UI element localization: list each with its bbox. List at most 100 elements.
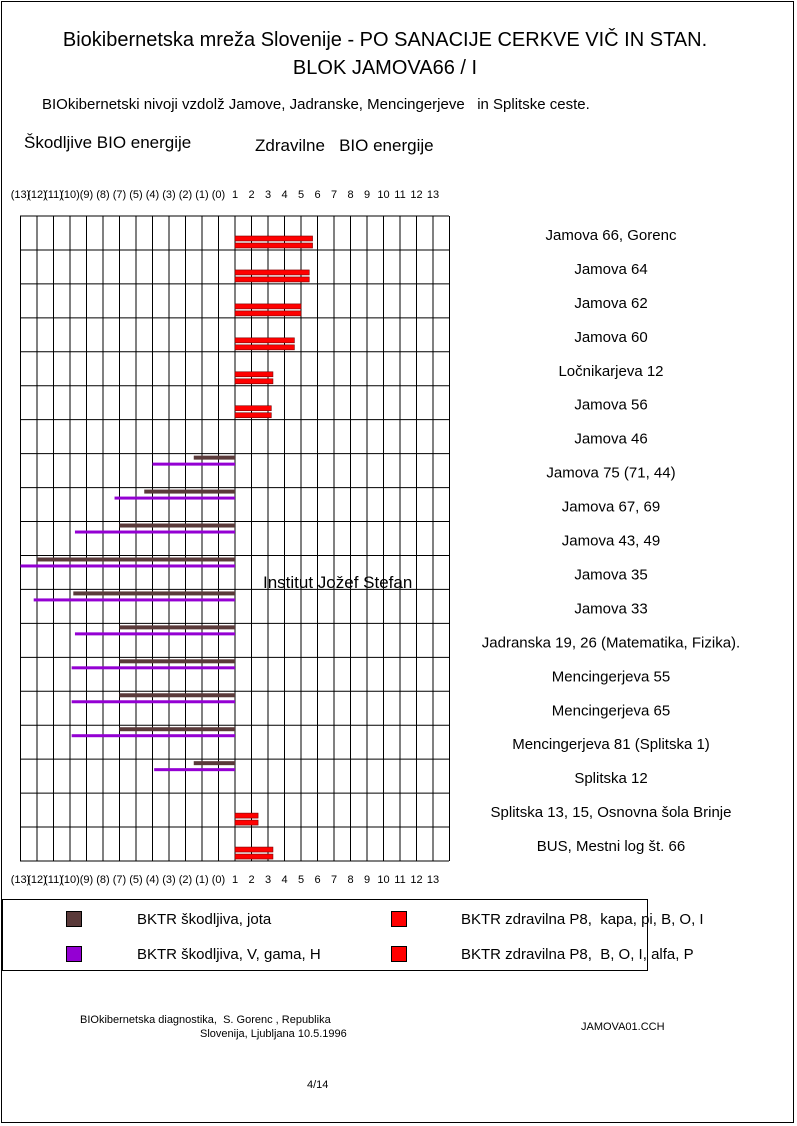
x-tick-label-top: 3 — [265, 189, 271, 201]
bar-harmful-vgama — [74, 632, 235, 636]
bar-healthy-kapa — [234, 371, 274, 378]
bar-healthy-kapa — [234, 337, 295, 344]
x-tick-label-top: (1) — [195, 189, 208, 201]
category-label: Jamova 75 (71, 44) — [546, 465, 675, 482]
x-tick-label-bottom: 3 — [265, 874, 271, 886]
annotation-institut: Institut Jožef Stefan — [263, 573, 413, 592]
x-tick-label-top: 2 — [248, 189, 254, 201]
x-tick-label-bottom: 12 — [410, 874, 422, 886]
category-label: Jamova 66, Gorenc — [546, 227, 677, 244]
category-label: Mencingerjeva 55 — [552, 668, 670, 685]
x-tick-label-top: 10 — [377, 189, 389, 201]
legend-swatch-p8-alfa — [391, 946, 407, 962]
bar-healthy-kapa — [234, 269, 310, 276]
bar-healthy-alfa — [234, 242, 313, 249]
category-label: Jamova 33 — [574, 600, 647, 617]
chart-title: Biokibernetska mreža Slovenije - PO SANA… — [62, 29, 708, 51]
bar-healthy-alfa — [234, 853, 274, 860]
x-tick-label-bottom: (4) — [146, 874, 159, 886]
bar-harmful-vgama — [114, 496, 235, 500]
bar-harmful-vgama — [71, 734, 236, 738]
x-tick-label-bottom: 9 — [364, 874, 370, 886]
bar-harmful-jota — [193, 761, 235, 766]
x-tick-label-bottom: 13 — [427, 874, 439, 886]
x-tick-label-bottom: 10 — [377, 874, 389, 886]
chart-subtitle: BIOkibernetski nivoji vzdolž Jamove, Jad… — [42, 96, 590, 113]
bar-healthy-alfa — [234, 310, 302, 317]
x-tick-label-bottom: 11 — [394, 874, 405, 886]
x-tick-label-top: (9) — [80, 189, 93, 201]
x-tick-label-top: 12 — [410, 189, 422, 201]
x-tick-label-bottom: (0) — [212, 874, 225, 886]
x-tick-label-bottom: (8) — [96, 874, 109, 886]
legend-swatch-vgama — [66, 946, 82, 962]
bar-harmful-jota — [119, 693, 235, 698]
x-tick-label-bottom: 6 — [314, 874, 320, 886]
category-label: Jamova 67, 69 — [562, 499, 660, 516]
x-tick-label-bottom: 5 — [298, 874, 304, 886]
x-tick-label-top: 1 — [232, 189, 238, 201]
category-label: Jamova 43, 49 — [562, 533, 660, 550]
x-tick-label-bottom: (7) — [113, 874, 126, 886]
bar-healthy-alfa — [234, 378, 274, 385]
category-label: Jamova 60 — [574, 329, 647, 346]
x-tick-label-bottom: (3) — [162, 874, 175, 886]
bar-healthy-kapa — [234, 235, 313, 242]
x-tick-label-bottom: (13) — [11, 874, 31, 886]
x-tick-label-top: 11 — [394, 189, 405, 201]
x-tick-label-top: 4 — [281, 189, 287, 201]
x-tick-label-bottom: 4 — [281, 874, 287, 886]
category-label: BUS, Mestni log št. 66 — [537, 838, 685, 855]
legend — [2, 899, 648, 971]
x-tick-label-bottom: 1 — [232, 874, 238, 886]
bar-healthy-alfa — [234, 344, 295, 351]
bar-harmful-jota — [193, 455, 235, 460]
x-tick-label-bottom: 7 — [331, 874, 337, 886]
x-tick-label-top: 13 — [427, 189, 439, 201]
healthy-energy-label: Zdravilne BIO energije — [255, 136, 434, 155]
bar-harmful-jota — [144, 489, 235, 494]
x-tick-label-top: (12) — [27, 189, 47, 201]
category-label: Jadranska 19, 26 (Matematika, Fizika). — [482, 634, 740, 651]
bar-harmful-jota — [119, 523, 235, 528]
bar-harmful-jota — [119, 625, 235, 630]
x-tick-label-bottom: (2) — [179, 874, 192, 886]
x-tick-label-top: (7) — [113, 189, 126, 201]
x-tick-label-top: (11) — [44, 189, 63, 201]
x-tick-label-bottom: 8 — [347, 874, 353, 886]
x-tick-label-bottom: (9) — [80, 874, 93, 886]
x-tick-label-top: 8 — [347, 189, 353, 201]
x-tick-label-bottom: (1) — [195, 874, 208, 886]
bar-harmful-vgama — [152, 462, 235, 466]
legend-swatch-jota — [66, 911, 82, 927]
legend-swatch-p8-kapa — [391, 911, 407, 927]
bar-harmful-jota — [73, 591, 235, 596]
x-tick-label-bottom: (5) — [129, 874, 142, 886]
legend-label-vgama: BKTR škodljiva, V, gama, H — [137, 946, 321, 963]
x-tick-label-bottom: (10) — [60, 874, 80, 886]
x-tick-label-top: 7 — [331, 189, 337, 201]
harmful-energy-label: Škodljive BIO energije — [24, 133, 192, 152]
legend-label-p8-kapa: BKTR zdravilna P8, kapa, pi, B, O, I — [461, 911, 704, 928]
bar-healthy-kapa — [234, 812, 259, 819]
x-tick-label-top: 9 — [364, 189, 370, 201]
footer-credit-1: BIOkibernetska diagnostika, S. Gorenc , … — [80, 1014, 331, 1026]
x-tick-label-top: (3) — [162, 189, 175, 201]
category-label: Splitska 12 — [574, 770, 647, 787]
x-tick-label-bottom: (12) — [27, 874, 47, 886]
legend-label-p8-alfa: BKTR zdravilna P8, B, O, I, alfa, P — [461, 946, 694, 963]
x-tick-label-bottom: (11) — [44, 874, 63, 886]
x-tick-label-top: (8) — [96, 189, 109, 201]
bar-healthy-kapa — [234, 405, 272, 412]
x-tick-label-top: (4) — [146, 189, 159, 201]
bar-healthy-alfa — [234, 412, 272, 419]
x-tick-label-top: (5) — [129, 189, 142, 201]
bar-healthy-kapa — [234, 846, 274, 853]
bar-harmful-jota — [119, 727, 235, 732]
chart-title-line2: BLOK JAMOVA66 / I — [292, 57, 478, 79]
bar-healthy-kapa — [234, 303, 302, 310]
page-number: 4/14 — [307, 1079, 329, 1091]
x-tick-label-top: (0) — [212, 189, 225, 201]
category-label: Jamova 64 — [574, 261, 647, 278]
